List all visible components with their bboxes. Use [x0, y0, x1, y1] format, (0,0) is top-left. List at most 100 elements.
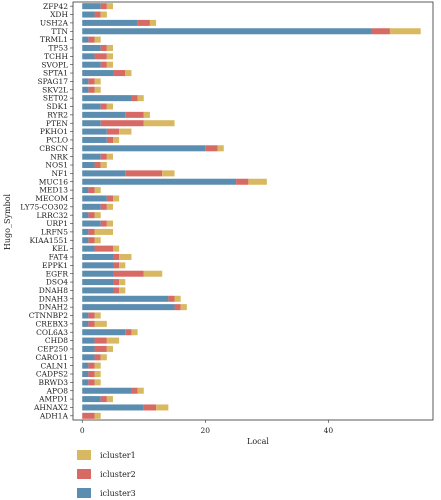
bar-icluster2-LRRC32 — [88, 212, 95, 219]
bar-icluster2-SKV2L — [88, 86, 95, 93]
bar-icluster1-RYR2 — [143, 111, 150, 118]
bar-icluster3-SET02 — [82, 95, 132, 102]
y-tick-label-RYR2: RYR2 — [47, 110, 68, 119]
bar-icluster1-MED13 — [94, 187, 101, 194]
bar-icluster1-SVOPL — [106, 61, 113, 68]
bar-icluster2-TRML1 — [88, 36, 95, 43]
bar-icluster1-COL6A3 — [131, 329, 138, 336]
bar-icluster3-AMPD1 — [82, 396, 101, 403]
bar-icluster1-DSO4 — [119, 279, 126, 286]
bar-icluster1-CREBX3 — [94, 320, 107, 327]
y-tick-label-BRWD3: BRWD3 — [39, 378, 69, 387]
bar-icluster1-FAT4 — [119, 253, 132, 260]
bar-icluster2-MED13 — [88, 187, 95, 194]
bar-icluster3-DNAH8 — [82, 287, 113, 294]
bar-icluster1-CBSCN — [217, 145, 224, 152]
bar-icluster1-SDK1 — [106, 103, 113, 110]
bar-icluster1-DNAH2 — [180, 304, 187, 311]
bar-icluster3-PTEN — [82, 120, 101, 127]
bar-icluster1-LRRC32 — [94, 212, 101, 219]
bar-icluster3-AHNAX2 — [82, 404, 144, 411]
bar-icluster1-CHD8 — [106, 337, 120, 344]
y-tick-label-SVOPL: SVOPL — [41, 60, 68, 69]
y-tick-label-LY75-CO302: LY75-CO302 — [20, 202, 68, 211]
bar-icluster2-MECOM — [106, 195, 113, 202]
y-tick-label-DNAH3: DNAH3 — [39, 294, 69, 303]
y-tick-label-AMPD1: AMPD1 — [38, 395, 68, 404]
bar-icluster1-NRK — [106, 153, 113, 160]
bar-icluster2-CADPS2 — [88, 371, 95, 378]
bar-icluster3-MUC16 — [82, 178, 237, 185]
bar-icluster3-NF1 — [82, 170, 126, 177]
bar-icluster3-NRK — [82, 153, 101, 160]
bar-icluster2-RYR2 — [125, 111, 144, 118]
y-tick-label-CTNNBP2: CTNNBP2 — [29, 311, 68, 320]
y-tick-label-SDK1: SDK1 — [46, 102, 68, 111]
bar-icluster1-TCHH — [106, 53, 113, 60]
bar-icluster3-EGFR — [82, 270, 113, 277]
bar-icluster1-PTEN — [143, 120, 175, 127]
bar-icluster2-NF1 — [125, 170, 163, 177]
bar-icluster3-LY75-CO302 — [82, 203, 101, 210]
bar-icluster2-SDK1 — [100, 103, 107, 110]
y-tick-label-EPPK1: EPPK1 — [42, 261, 68, 270]
y-tick-label-NF1: NF1 — [51, 169, 68, 178]
x-tick-label-40: 40 — [324, 426, 334, 435]
bar-icluster3-DSO4 — [82, 279, 113, 286]
y-tick-label-PKHO1: PKHO1 — [40, 127, 68, 136]
y-tick-label-TP53: TP53 — [48, 44, 68, 53]
y-tick-label-DNAH8: DNAH8 — [39, 286, 69, 295]
bar-icluster3-ZFP42 — [82, 3, 101, 10]
bar-icluster3-TTN — [82, 28, 372, 35]
bar-icluster2-CTNNBP2 — [88, 312, 95, 319]
bar-icluster1-SET02 — [137, 95, 144, 102]
y-tick-label-DNAH2: DNAH2 — [39, 303, 69, 312]
bar-icluster3-SVOPL — [82, 61, 101, 68]
bar-icluster1-CALN1 — [94, 362, 101, 369]
bar-icluster2-CREBX3 — [88, 320, 95, 327]
bar-icluster1-SPTA1 — [125, 70, 132, 77]
bar-icluster3-CTNNBP2 — [82, 312, 89, 319]
y-tick-label-SET02: SET02 — [43, 94, 68, 103]
y-tick-label-SKV2L: SKV2L — [42, 85, 68, 94]
bar-icluster3-CREBX3 — [82, 320, 89, 327]
bar-icluster2-MUC16 — [236, 178, 249, 185]
bar-icluster3-SPTA1 — [82, 70, 113, 77]
y-tick-label-DSO4: DSO4 — [46, 278, 68, 287]
legend-swatch-icluster1 — [77, 450, 91, 460]
bar-icluster1-XDH — [100, 11, 107, 18]
y-tick-label-FAT4: FAT4 — [49, 253, 69, 262]
y-tick-label-NOS1: NOS1 — [45, 161, 68, 170]
y-tick-label-COL6A3: COL6A3 — [36, 328, 68, 337]
bar-icluster2-TTN — [371, 28, 390, 35]
bar-icluster2-KEL — [94, 245, 113, 252]
bar-icluster2-CALN1 — [88, 362, 95, 369]
bar-icluster3-NOS1 — [82, 162, 95, 169]
bar-icluster1-KEL — [113, 245, 120, 252]
legend-label-icluster1: icluster1 — [100, 451, 136, 460]
bar-icluster2-CARO11 — [94, 354, 101, 361]
bar-icluster2-NRK — [100, 153, 107, 160]
bar-icluster2-EGFR — [113, 270, 144, 277]
bar-icluster2-NOS1 — [94, 162, 101, 169]
y-tick-label-CALN1: CALN1 — [41, 361, 68, 370]
bar-icluster3-DNAH3 — [82, 295, 169, 302]
y-tick-label-TTN: TTN — [51, 27, 68, 36]
bar-icluster1-EGFR — [143, 270, 163, 277]
y-tick-label-AHNAX2: AHNAX2 — [33, 403, 68, 412]
bar-icluster1-EPPK1 — [119, 262, 126, 269]
x-axis-title: Local — [247, 437, 269, 446]
bar-icluster2-DNAH2 — [174, 304, 181, 311]
legend-swatch-icluster3 — [77, 488, 91, 498]
y-tick-label-TCHH: TCHH — [44, 52, 68, 61]
legend-label-icluster2: icluster2 — [100, 470, 136, 479]
bar-icluster1-TP53 — [106, 44, 113, 51]
bar-icluster1-CTNNBP2 — [94, 312, 101, 319]
bar-icluster3-SKV2L — [82, 86, 89, 93]
bar-icluster1-LRFN5 — [94, 228, 113, 235]
bar-icluster2-URP1 — [100, 220, 107, 227]
bar-icluster2-SPTA1 — [113, 70, 126, 77]
y-tick-label-URP1: URP1 — [46, 219, 68, 228]
bar-icluster2-CHD8 — [94, 337, 107, 344]
bar-icluster2-COL6A3 — [125, 329, 132, 336]
